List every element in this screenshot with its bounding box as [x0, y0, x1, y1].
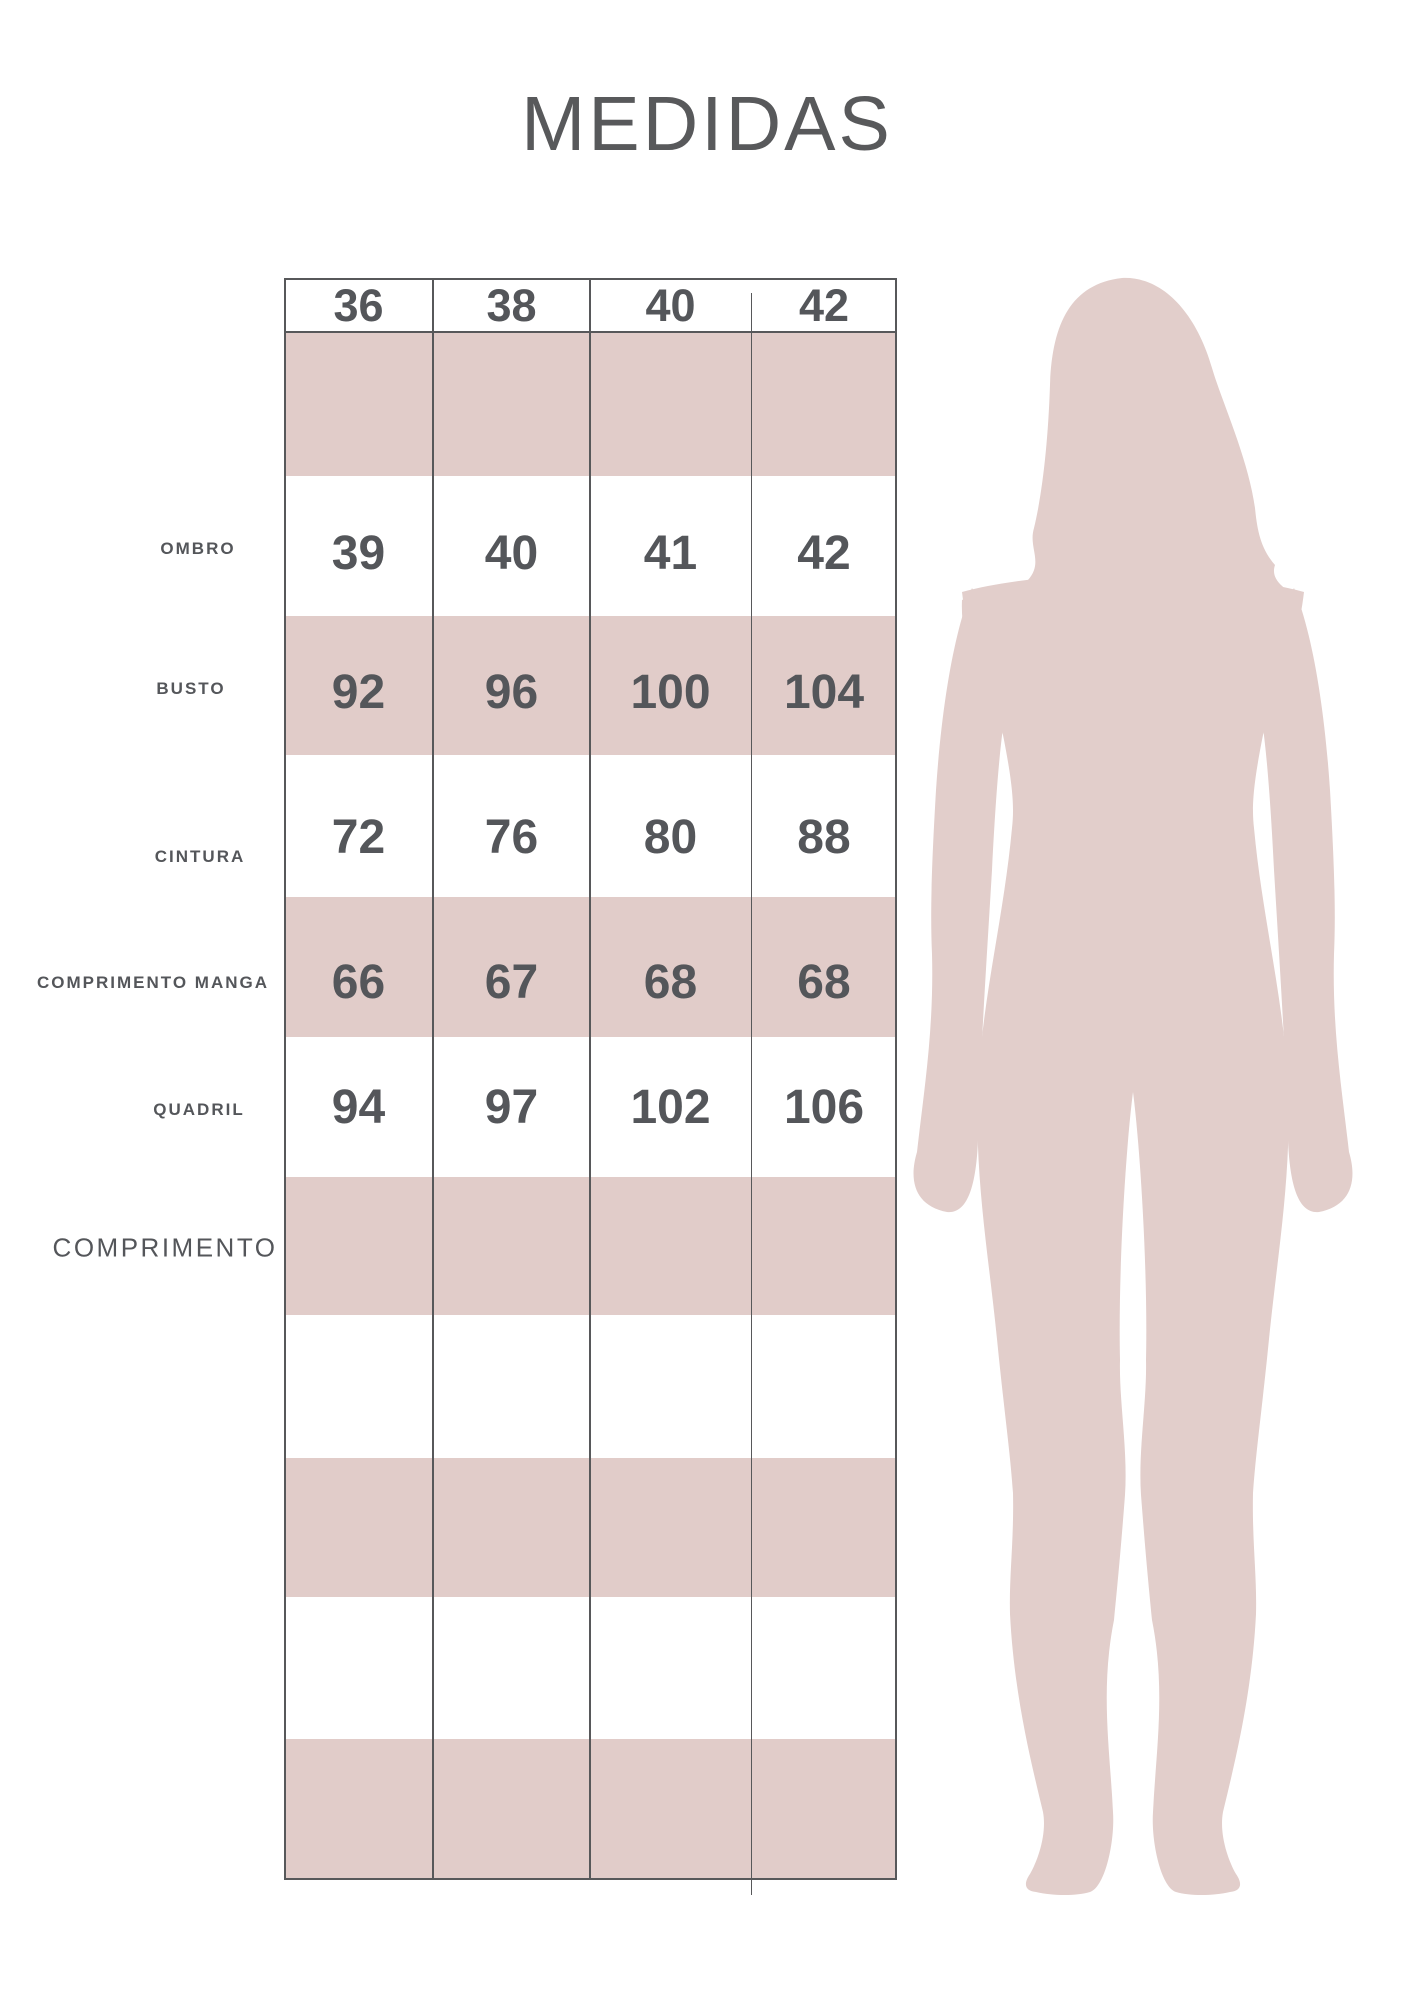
row-label-quadril: QUADRIL	[153, 1100, 245, 1119]
value-quadril-42: 106	[783, 1080, 865, 1134]
silhouette-body	[962, 574, 1304, 1895]
value-ombro-42: 42	[797, 526, 851, 580]
value-quadril-38: 97	[484, 1080, 539, 1134]
column-divider-36-38	[432, 278, 434, 1880]
value-comprimento-42	[751, 1177, 897, 1315]
value-busto-42: 104	[783, 665, 865, 719]
value-cintura-36: 72	[331, 810, 386, 864]
value-cintura-38: 76	[484, 810, 539, 864]
column-divider-38-40	[589, 278, 591, 1880]
value-manga-42: 68	[797, 955, 851, 1009]
value-cintura-40: 80	[643, 810, 698, 864]
value-busto-40: 100	[630, 665, 711, 719]
female-silhouette-illustration	[913, 277, 1353, 1895]
value-busto-38: 96	[484, 665, 539, 719]
value-ombro-36: 39	[331, 526, 386, 580]
silhouette-right-arm	[1262, 588, 1353, 1213]
row-label-comprimento-manga: COMPRIMENTO MANGA	[36, 973, 270, 992]
value-manga-38: 67	[484, 955, 539, 1009]
value-cintura-42: 88	[797, 810, 851, 864]
row-label-cintura: CINTURA	[154, 847, 246, 866]
value-ombro-38: 40	[484, 526, 539, 580]
value-comprimento-38	[433, 1177, 590, 1315]
value-manga-40: 68	[643, 955, 698, 1009]
value-comprimento-40	[590, 1177, 751, 1315]
row-label-ombro: OMBRO	[160, 539, 236, 558]
value-comprimento-36	[284, 1177, 433, 1315]
value-busto-36: 92	[331, 665, 386, 719]
value-ombro-40: 41	[643, 526, 698, 580]
size-header-38: 38	[486, 279, 537, 331]
size-header-42: 42	[798, 279, 850, 331]
value-manga-36: 66	[331, 955, 386, 1009]
size-header-36: 36	[333, 279, 384, 331]
row-label-busto: BUSTO	[156, 679, 226, 698]
page-title: MEDIDAS	[521, 81, 893, 167]
column-divider-40-42	[751, 293, 752, 1895]
measurements-table: 36 38 40 42 39 40 41 42 92 96 100 104 72…	[284, 278, 897, 1895]
table-right-border	[895, 278, 897, 1880]
silhouette-left-arm	[913, 588, 1004, 1213]
value-quadril-36: 94	[331, 1080, 386, 1134]
table-left-border	[284, 278, 286, 1880]
row-label-comprimento: COMPRIMENTO	[52, 1232, 278, 1263]
size-header-40: 40	[645, 279, 696, 331]
value-quadril-40: 102	[630, 1080, 711, 1134]
